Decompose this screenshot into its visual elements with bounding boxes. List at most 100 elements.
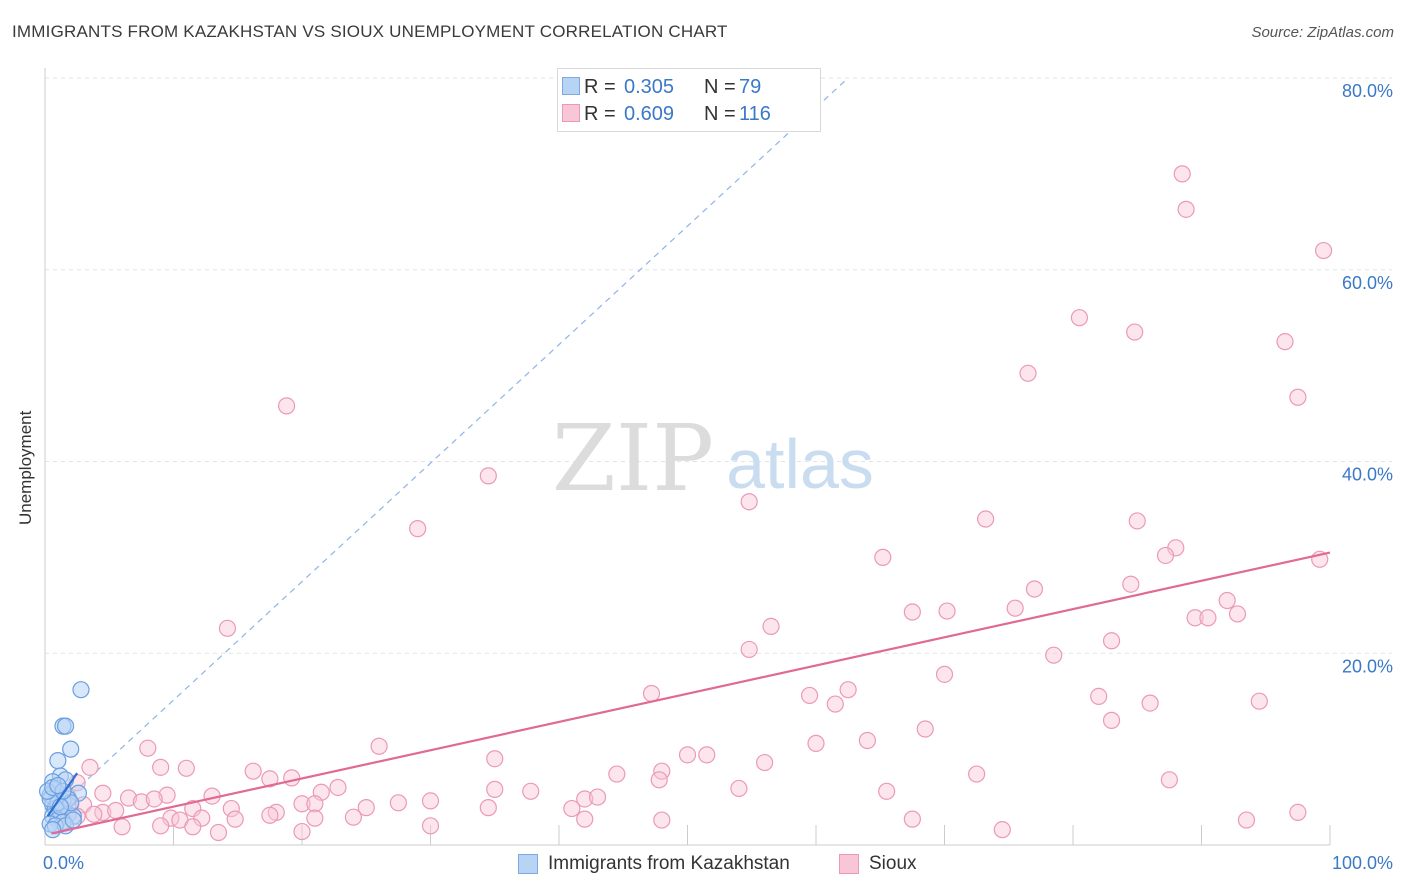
legend-r-value: 0.609 — [624, 103, 704, 126]
sioux-point — [153, 759, 169, 775]
sioux-point — [1142, 695, 1158, 711]
sioux-point — [185, 819, 201, 835]
sioux-point — [937, 666, 953, 682]
sioux-point — [108, 802, 124, 818]
sioux-point — [95, 785, 111, 801]
legend-n-label: N = — [704, 103, 739, 126]
kazakhstan-point — [50, 753, 66, 769]
sioux-point — [699, 747, 715, 763]
stats-legend: R = 0.305 N = 79 R = 0.609 N = 116 — [557, 68, 821, 132]
sioux-point — [480, 800, 496, 816]
sioux-point — [262, 807, 278, 823]
sioux-point — [153, 818, 169, 834]
sioux-point — [763, 618, 779, 634]
sioux-point — [423, 793, 439, 809]
bottom-legend-sioux: Sioux — [839, 851, 917, 877]
bottom-legend-label-kazakhstan: Immigrants from Kazakhstan — [548, 853, 790, 875]
kazakhstan-point — [65, 812, 81, 828]
sioux-point — [390, 795, 406, 811]
sioux-point — [294, 824, 310, 840]
sioux-point — [410, 521, 426, 537]
sioux-point — [1316, 243, 1332, 259]
sioux-point — [82, 759, 98, 775]
x-tick-label-min: 0.0% — [43, 853, 84, 873]
bottom-legend-kazakhstan: Immigrants from Kazakhstan — [518, 851, 790, 877]
sioux-point — [1161, 772, 1177, 788]
sioux-point — [140, 740, 156, 756]
tick-labels: 20.0%40.0%60.0%80.0%0.0% 100.0% — [43, 81, 1393, 873]
chart-canvas: ZIP atlas 20.0%40.0%60.0%80.0%0.0% 100.0% — [0, 0, 1406, 892]
sioux-point — [741, 641, 757, 657]
trend-lines — [48, 553, 1330, 834]
sioux-point — [904, 604, 920, 620]
kazakhstan-point — [58, 718, 74, 734]
legend-n-value: 116 — [739, 103, 771, 126]
sioux-point — [146, 791, 162, 807]
legend-r-label: R = — [584, 103, 624, 126]
sioux-point — [1277, 334, 1293, 350]
sioux-point — [114, 819, 130, 835]
sioux-point — [245, 763, 261, 779]
sioux-point — [345, 809, 361, 825]
sioux-point — [1129, 513, 1145, 529]
watermark-zip: ZIP — [552, 405, 714, 512]
sioux-point — [651, 772, 667, 788]
sioux-point — [1200, 610, 1216, 626]
kazakhstan-point — [45, 822, 61, 838]
sioux-point — [1158, 547, 1174, 563]
legend-n-label: N = — [704, 76, 739, 99]
sioux-trend-line — [51, 553, 1330, 834]
sioux-point — [680, 747, 696, 763]
legend-r-label: R = — [584, 76, 624, 99]
sioux-point — [284, 770, 300, 786]
sioux-point — [564, 801, 580, 817]
sioux-point — [840, 682, 856, 698]
sioux-point — [731, 780, 747, 796]
sioux-point — [487, 781, 503, 797]
bottom-legend-swatch-pink — [839, 854, 859, 874]
sioux-point — [741, 494, 757, 510]
sioux-point — [523, 783, 539, 799]
legend-r-value: 0.305 — [624, 76, 704, 99]
sioux-point — [1071, 310, 1087, 326]
sioux-point — [279, 398, 295, 414]
sioux-point — [330, 779, 346, 795]
sioux-point — [808, 735, 824, 751]
y-tick-label: 40.0% — [1342, 465, 1393, 485]
kazakhstan-points — [40, 682, 89, 838]
sioux-point — [1251, 693, 1267, 709]
sioux-point — [1123, 576, 1139, 592]
sioux-point — [939, 603, 955, 619]
kazakhstan-point — [73, 682, 89, 698]
sioux-point — [1178, 201, 1194, 217]
bottom-legend-swatch-blue — [518, 854, 538, 874]
sioux-point — [609, 766, 625, 782]
sioux-point — [480, 468, 496, 484]
sioux-point — [879, 783, 895, 799]
watermark-atlas: atlas — [726, 425, 874, 503]
legend-row-kazakhstan: R = 0.305 N = 79 — [584, 75, 761, 99]
sioux-point — [875, 549, 891, 565]
sioux-point — [86, 806, 102, 822]
sioux-point — [577, 811, 593, 827]
sioux-point — [178, 760, 194, 776]
sioux-point — [994, 822, 1010, 838]
sioux-point — [802, 687, 818, 703]
sioux-point — [1104, 633, 1120, 649]
legend-n-value: 79 — [739, 76, 761, 99]
sioux-point — [917, 721, 933, 737]
sioux-point — [1238, 812, 1254, 828]
y-tick-label: 20.0% — [1342, 656, 1393, 676]
sioux-point — [1007, 600, 1023, 616]
sioux-point — [371, 738, 387, 754]
sioux-point — [1219, 593, 1235, 609]
sioux-point — [219, 620, 235, 636]
sioux-point — [1290, 804, 1306, 820]
y-axis-label: Unemployment — [16, 411, 36, 525]
sioux-point — [1290, 389, 1306, 405]
kazakhstan-point — [63, 741, 79, 757]
grid-lines — [45, 78, 1392, 653]
sioux-point — [1046, 647, 1062, 663]
sioux-point — [1229, 606, 1245, 622]
legend-swatch-pink — [562, 104, 580, 122]
